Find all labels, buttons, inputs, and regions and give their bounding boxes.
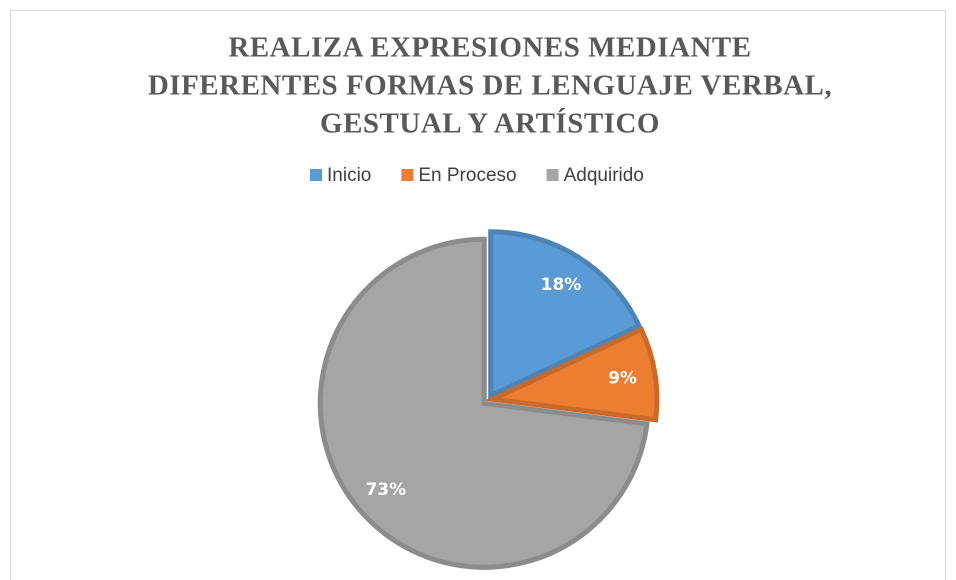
legend-label: En Proceso <box>418 165 516 186</box>
legend-label: Inicio <box>327 165 371 186</box>
chart-title: REALIZA EXPRESIONES MEDIANTE <box>228 32 751 64</box>
legend-swatch <box>546 169 559 181</box>
pie-slice <box>317 236 650 570</box>
legend-label: Adquirido <box>564 165 644 186</box>
legend-swatch <box>310 169 322 181</box>
data-label: 18% <box>541 275 582 295</box>
data-label: 9% <box>608 369 637 389</box>
legend-swatch <box>401 169 414 181</box>
pie-slice <box>488 229 643 400</box>
pie-slice <box>484 326 660 423</box>
chart-title: GESTUAL Y ARTÍSTICO <box>320 107 660 140</box>
chart-title: DIFERENTES FORMAS DE LENGUAJE VERBAL, <box>148 70 832 102</box>
data-label: 73% <box>365 480 406 500</box>
